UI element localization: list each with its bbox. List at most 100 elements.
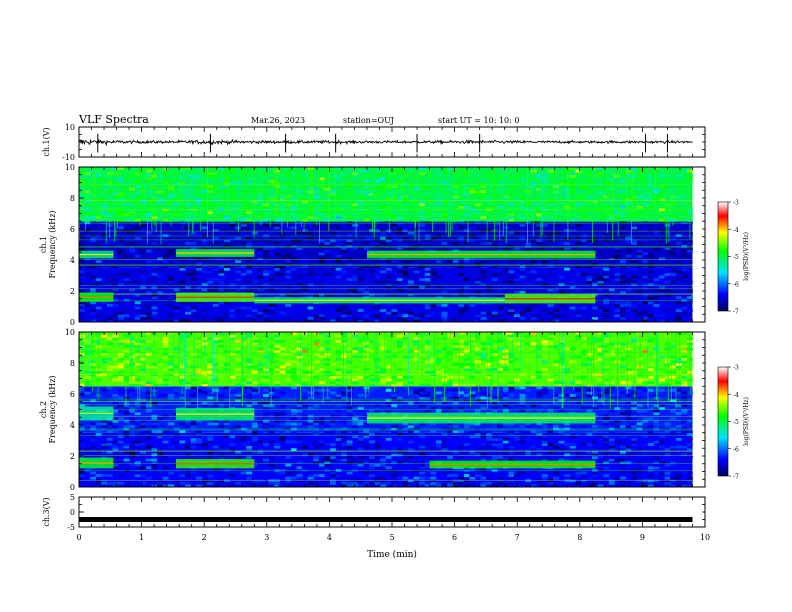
ch1-spectrogram-cell [619,213,626,217]
ch1-spectrogram-cell [608,195,615,199]
ch1-spectrogram-cell [112,213,119,217]
ch2-spectrogram-cell [246,378,253,382]
ch1-spectrogram-cell [341,270,348,274]
ch2-spectrogram-cell [363,463,370,467]
ch1-spectrogram-cell [497,187,504,191]
ch2-spectrogram-cell [151,401,158,405]
ch1-spectrogram-cell [346,234,353,238]
ch1-spectrogram-cell [157,275,163,279]
ch2-spectrogram-cell [447,394,453,397]
ch1-spectrogram-cell [664,275,671,279]
ch1-spectrogram-cell [447,231,453,235]
ch1-spectrogram-cell [129,203,136,207]
ch2-spectrogram-cell [145,437,152,441]
ch1-spectrogram-cell [636,252,643,256]
ch2-spectrogram-cell [369,481,375,485]
ch1-spectrogram-cell [541,187,548,191]
ch1-spectrogram-cell [257,314,264,318]
ch2-spectrogram-cell [285,422,292,426]
ch2-spectrogram-cell [307,347,314,351]
ch1-spectrogram-cell [274,272,281,276]
ch1-spectrogram-cell [625,278,632,281]
ch1-spectrogram-cell [614,254,621,258]
ch1-spectrogram-cell [452,218,459,222]
ch2-spectrogram-cell [357,365,364,369]
ch1-spectrogram-cell [564,267,571,271]
ch1-spectrogram-cell [352,172,359,176]
ch2-spectrogram-cell [313,458,320,462]
ch1-spectrogram-cell [441,185,448,188]
ch2-spectrogram-cell [285,383,292,387]
ch2-spectrogram-cell [430,422,437,426]
ch1-spectrogram-cell [636,234,643,238]
ch1-spectrogram-cell [374,265,381,269]
ch1-spectrogram-cell [536,247,543,250]
ch2-spectrogram-cell [179,474,186,477]
ch1-spectrogram-cell [580,275,587,279]
ch1-spectrogram-cell [335,311,342,315]
ch2-spectrogram-cell [279,422,286,426]
ch2-spectrogram-cell [435,445,442,449]
ch1-spectrogram-cell [419,278,426,281]
ch2-spectrogram-cell [413,471,420,475]
ch1-spectrogram-cell [118,229,124,232]
ch1-spectrogram-cell [145,293,152,297]
ch1-spectrogram-cell [279,177,286,181]
ch1-spectrogram-cell [519,198,526,201]
ch1-spectrogram-cell [318,293,325,297]
ch2-spectrogram-cell [212,355,219,359]
ch2-spectrogram-cell [123,484,130,488]
ch1-spectrogram-cell [564,169,571,173]
ch1-spectrogram-cell [357,234,364,238]
ch1-spectrogram-cell [179,319,186,323]
ch2-spectrogram-cell [458,363,465,366]
ch1-spectrogram-cell [212,314,219,318]
ch1-spectrogram-cell [385,226,392,230]
ch2-spectrogram-cell [207,363,214,366]
ch1-spectrogram-cell [380,247,387,250]
ch2-spectrogram-cell [106,443,113,446]
ch2-spectrogram-cell [157,463,163,467]
ch2-spectrogram-cell [151,344,158,348]
ch2-spectrogram-cell [101,450,108,454]
ch1-spectrogram-cell [681,244,688,248]
ch1-spectrogram-cell [157,234,163,238]
ch1-spectrogram-cell [140,169,147,173]
ch1-spectrogram-cell [608,210,615,214]
ch1-spectrogram-cell [123,309,130,312]
ch1-spectrogram-cell [502,262,509,266]
ch1-spectrogram-cell [480,272,487,276]
ch1-spectrogram-cell [363,265,370,269]
ch1-spectrogram-cell [307,218,314,222]
ch1-spectrogram-cell [296,198,303,201]
ch2-spectrogram-cell [229,355,236,359]
ch2-spectrogram-cell [184,357,191,361]
ch1-spectrogram-cell [212,200,219,204]
ch1-spectrogram-cell [184,203,191,207]
ch1-spectrogram-cell [675,265,682,269]
ch1-spectrogram-cell [564,239,571,243]
ch1-spectrogram-cell [374,210,381,214]
ch1-spectrogram-cell [553,319,559,323]
ch2-spectrogram-cell [274,383,281,387]
ch2-spectrogram-cell [341,375,348,379]
ch1-spectrogram-cell [369,213,375,217]
ch1-spectrogram-cell [307,252,314,256]
ch1-spectrogram-cell [408,223,414,227]
ch1-spectrogram-cell [491,244,498,248]
ch1-spectrogram-cell [179,288,186,292]
ch1-spectrogram-cell [391,265,398,269]
ch1-spectrogram-cell [79,195,85,199]
ch2-spectrogram-cell [95,344,102,348]
ch2-spectrogram-cell [324,461,331,465]
ch1-spectrogram-cell [162,298,169,302]
ch2-spectrogram-cell [95,368,102,372]
ch1-spectrogram-cell [631,309,638,312]
ch1-spectrogram-cell [134,195,141,199]
ch1-spectrogram-cell [279,283,286,287]
ch2-spectrogram-cell [106,422,113,426]
ch2-spectrogram-cell [224,363,230,366]
ch2-spectrogram-cell [263,365,269,369]
ch1-spectrogram-cell [402,226,409,230]
ch1-spectrogram-cell [608,288,615,292]
